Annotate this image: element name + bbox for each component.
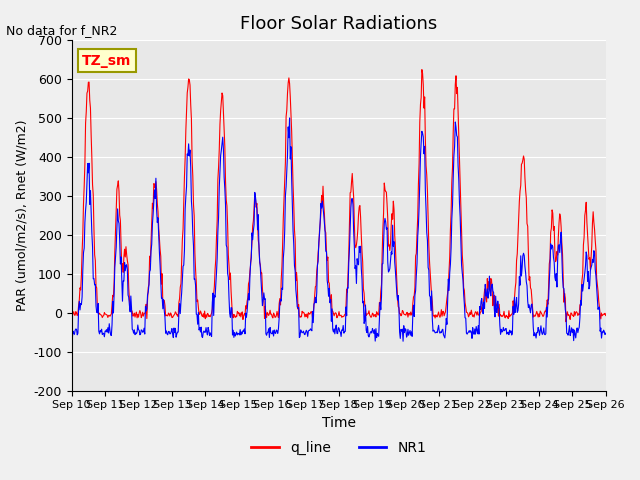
NR1 bbox=[425, 267, 433, 273]
NR1 bbox=[394, 293, 402, 299]
q_line bbox=[275, 301, 283, 307]
q_line bbox=[562, 319, 570, 324]
q_line bbox=[68, 311, 76, 317]
q_line bbox=[255, 242, 263, 248]
Text: TZ_sm: TZ_sm bbox=[83, 54, 132, 68]
Text: No data for f_NR2: No data for f_NR2 bbox=[6, 24, 118, 37]
NR1 bbox=[228, 332, 236, 338]
Title: Floor Solar Radiations: Floor Solar Radiations bbox=[240, 15, 437, 33]
q_line bbox=[602, 312, 609, 318]
q_line bbox=[228, 313, 236, 319]
X-axis label: Time: Time bbox=[322, 416, 356, 430]
NR1 bbox=[275, 315, 283, 321]
NR1 bbox=[602, 330, 609, 336]
Line: q_line: q_line bbox=[72, 70, 605, 322]
NR1 bbox=[285, 115, 293, 121]
q_line bbox=[418, 67, 426, 72]
q_line bbox=[424, 217, 432, 223]
Legend: q_line, NR1: q_line, NR1 bbox=[246, 435, 432, 461]
Line: NR1: NR1 bbox=[72, 118, 605, 341]
Y-axis label: PAR (umol/m2/s), Rnet (W/m2): PAR (umol/m2/s), Rnet (W/m2) bbox=[15, 120, 28, 311]
NR1 bbox=[399, 338, 407, 344]
NR1 bbox=[255, 244, 263, 250]
q_line bbox=[131, 310, 138, 316]
NR1 bbox=[68, 328, 76, 334]
NR1 bbox=[131, 327, 138, 333]
q_line bbox=[394, 295, 401, 301]
